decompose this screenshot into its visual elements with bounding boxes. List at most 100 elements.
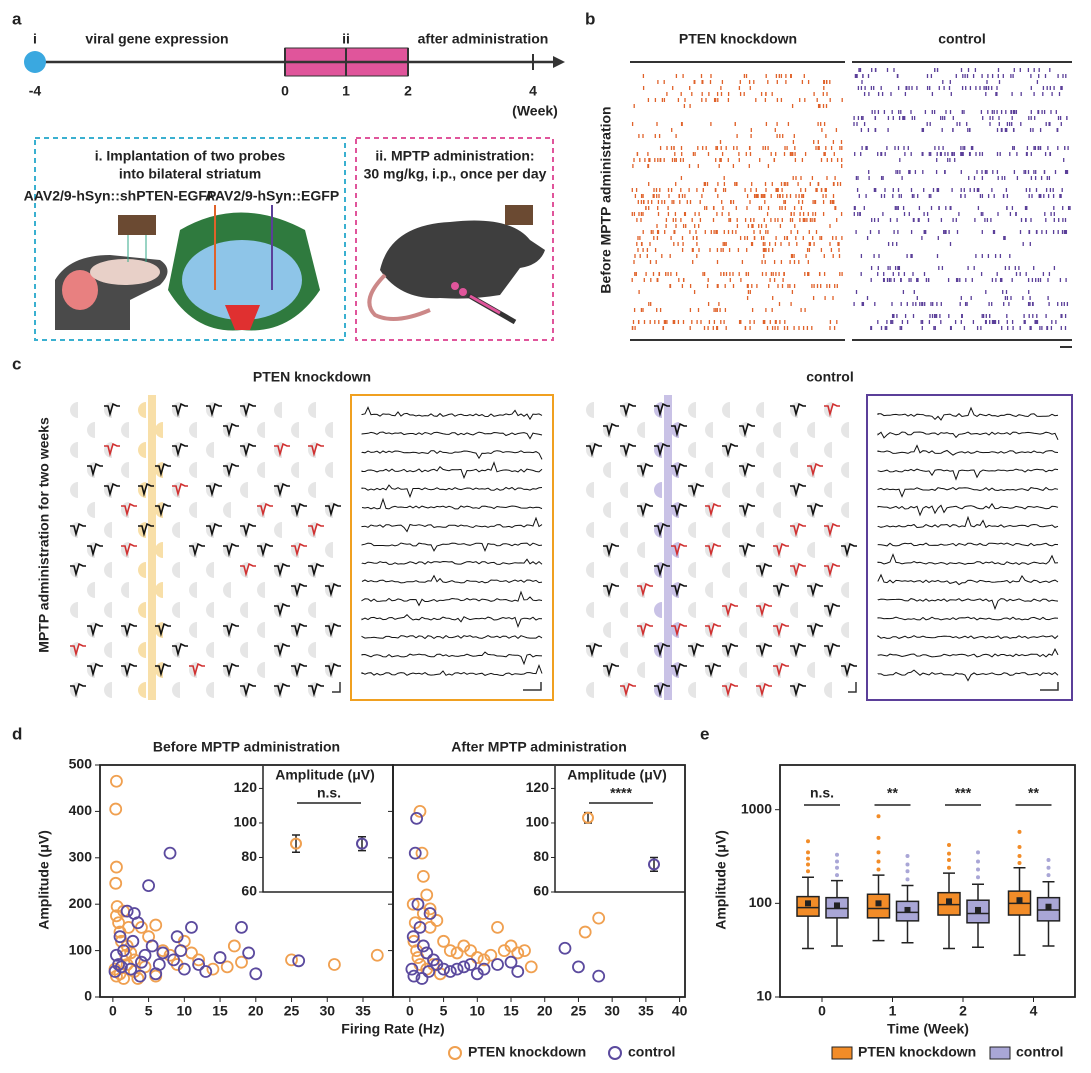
point: [572, 960, 585, 974]
point: [420, 946, 434, 960]
label: AAV2/9-hSyn::EGFP: [205, 188, 339, 204]
site: [739, 582, 747, 598]
waveform: [654, 642, 670, 658]
site: [155, 582, 163, 598]
waveform: [841, 662, 857, 678]
x-tick-label: 0: [406, 1003, 414, 1019]
label: ii. MPTP administration:: [375, 148, 534, 164]
x-tick-label: 20: [537, 1003, 553, 1019]
waveform: [637, 622, 653, 638]
x-tick-label: 35: [355, 1003, 371, 1019]
outlier: [947, 865, 951, 870]
point: [206, 962, 220, 976]
spike-row: [634, 254, 841, 258]
waveform: [773, 542, 789, 558]
highlight: [148, 395, 156, 700]
waveform: [790, 402, 806, 418]
box: [796, 895, 820, 917]
trace: [361, 497, 543, 510]
waveform: [172, 482, 188, 498]
mouse-body: [380, 220, 545, 299]
spike-row: [870, 266, 1056, 270]
waveform: [739, 422, 755, 438]
site: [138, 642, 146, 658]
waveform: [308, 442, 324, 458]
site: [603, 502, 611, 518]
site: [586, 562, 594, 578]
site: [586, 602, 594, 618]
waveform: [155, 622, 171, 638]
site: [70, 602, 78, 618]
point: [484, 948, 498, 962]
spike-row: [870, 326, 1067, 330]
point: [504, 955, 518, 969]
point: [422, 965, 436, 978]
point: [511, 965, 525, 978]
waveform: [824, 642, 840, 658]
point: [370, 948, 384, 962]
waveform: [172, 642, 188, 658]
waveform: [240, 562, 256, 578]
waveform: [620, 682, 636, 698]
outlier: [876, 814, 881, 819]
skull: [90, 259, 160, 285]
site: [688, 442, 696, 458]
label: i. Implantation of two probes: [95, 148, 286, 164]
site: [121, 422, 129, 438]
outlier: [876, 850, 881, 855]
site: [138, 442, 146, 458]
y-tick-label: 100: [526, 814, 550, 830]
y-tick-label: 60: [533, 883, 549, 899]
probe-map: [70, 402, 341, 698]
ear: [62, 270, 98, 310]
legend-label: control: [1016, 1044, 1063, 1060]
waveform: [790, 522, 806, 538]
site: [70, 442, 78, 458]
site: [841, 502, 849, 518]
spike-row: [645, 206, 837, 210]
significance: **: [887, 785, 898, 801]
point: [437, 934, 450, 948]
outlier: [835, 873, 839, 878]
site: [155, 542, 163, 558]
significance: n.s.: [317, 785, 341, 801]
probe-connector: [118, 215, 156, 235]
trace: [877, 515, 1059, 529]
waveform: [155, 462, 171, 478]
site: [189, 422, 197, 438]
point: [491, 958, 504, 971]
waveform: [654, 682, 670, 698]
point: [110, 860, 123, 874]
spike-row: [719, 140, 843, 144]
outlier: [1046, 865, 1051, 870]
x-tick-label: 10: [177, 1003, 193, 1019]
point: [120, 904, 134, 918]
waveform: [87, 622, 103, 638]
site: [739, 662, 747, 678]
waveform: [240, 682, 256, 698]
point: [437, 962, 450, 976]
spike-row: [870, 278, 1067, 282]
raster: [631, 74, 843, 330]
panel-label: d: [12, 724, 22, 743]
waveform: [138, 482, 154, 498]
outlier: [905, 877, 910, 882]
waveform: [70, 642, 86, 658]
waveform: [240, 402, 256, 418]
waveform: [104, 482, 120, 498]
spike-row: [633, 158, 843, 162]
trace: [877, 431, 1059, 441]
legend-label: control: [628, 1044, 675, 1060]
waveform: [308, 562, 324, 578]
spike-row: [868, 170, 1069, 174]
label: MPTP administration for two weeks: [36, 417, 52, 653]
waveform: [620, 442, 636, 458]
site: [189, 462, 197, 478]
waveform: [654, 442, 670, 458]
trace: [361, 484, 543, 499]
point: [491, 921, 504, 934]
scale-bar: [1040, 682, 1059, 691]
waveform: [121, 502, 137, 518]
waveform: [257, 502, 273, 518]
waveform: [223, 622, 239, 638]
